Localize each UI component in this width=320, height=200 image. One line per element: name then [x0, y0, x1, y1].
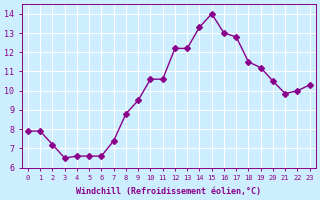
X-axis label: Windchill (Refroidissement éolien,°C): Windchill (Refroidissement éolien,°C)	[76, 187, 261, 196]
